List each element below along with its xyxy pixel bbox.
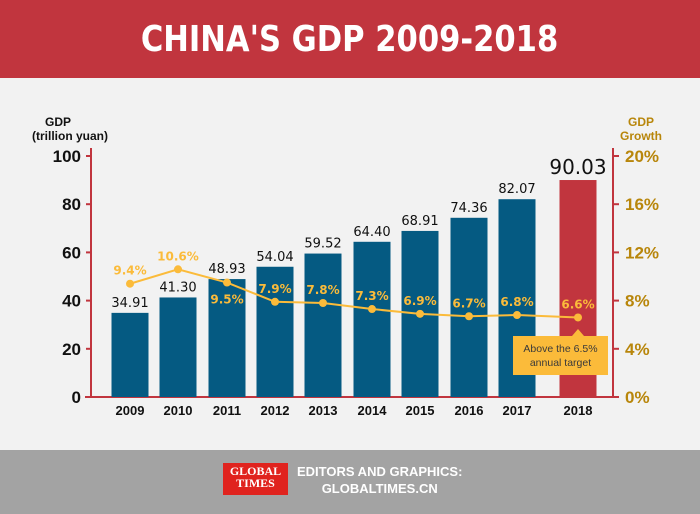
credit-line-1: EDITORS AND GRAPHICS: — [297, 464, 463, 479]
growth-value-label: 6.8% — [500, 295, 533, 309]
growth-point — [416, 309, 424, 318]
header-banner: CHINA'S GDP 2009-2018 — [0, 0, 700, 78]
right-tick-label: 12% — [625, 243, 659, 262]
growth-point — [223, 278, 231, 287]
right-axis-label: Growth — [620, 129, 662, 143]
right-tick-label: 0% — [625, 388, 650, 407]
left-axis-label: (trillion yuan) — [32, 129, 108, 143]
left-tick-label: 100 — [53, 147, 81, 166]
growth-point — [319, 299, 327, 308]
growth-point — [174, 265, 182, 274]
growth-value-label: 7.3% — [355, 289, 388, 303]
gdp-value-label: 34.91 — [111, 296, 148, 311]
x-tick-label: 2011 — [213, 403, 241, 418]
x-tick-label: 2013 — [309, 403, 338, 418]
growth-value-label: 9.5% — [210, 293, 243, 307]
left-tick-label: 80 — [62, 195, 81, 214]
page-title: CHINA'S GDP 2009-2018 — [141, 18, 559, 60]
x-tick-label: 2018 — [564, 403, 593, 418]
left-tick-label: 60 — [62, 243, 81, 262]
growth-value-label: 7.8% — [306, 283, 339, 297]
credit: EDITORS AND GRAPHICS: GLOBALTIMES.CN — [297, 463, 462, 497]
left-axis-label: GDP — [45, 115, 71, 129]
global-times-logo: GLOBAL TIMES — [223, 463, 288, 495]
gdp-value-label: 41.30 — [159, 280, 196, 295]
gdp-bar — [304, 253, 342, 397]
right-tick-label: 4% — [625, 340, 650, 359]
gdp-value-label: 82.07 — [498, 182, 535, 197]
growth-value-label: 10.6% — [157, 249, 199, 263]
annotation-callout: Above the 6.5% annual target — [513, 329, 608, 375]
gdp-bar — [159, 297, 197, 397]
growth-point — [574, 313, 582, 322]
growth-value-label: 7.9% — [258, 282, 291, 296]
gdp-value-label: 54.04 — [256, 250, 293, 265]
growth-value-label: 6.7% — [452, 296, 485, 310]
right-tick-label: 8% — [625, 292, 650, 311]
gdp-bar — [256, 266, 294, 397]
x-tick-label: 2014 — [358, 403, 388, 418]
growth-line — [129, 268, 579, 319]
x-tick-label: 2012 — [261, 403, 290, 418]
gdp-value-label: 74.36 — [450, 201, 487, 216]
footer — [0, 450, 700, 514]
x-tick-label: 2016 — [455, 403, 484, 418]
growth-point — [126, 279, 134, 288]
right-axis-label: GDP — [628, 115, 654, 129]
left-tick-label: 0 — [72, 388, 81, 407]
growth-point — [368, 305, 376, 314]
x-tick-label: 2010 — [164, 403, 193, 418]
gdp-value-label: 59.52 — [304, 237, 341, 252]
x-tick-label: 2017 — [503, 403, 532, 418]
x-tick-label: 2009 — [116, 403, 145, 418]
left-tick-label: 40 — [62, 292, 81, 311]
x-tick-label: 2015 — [406, 403, 435, 418]
right-tick-label: 16% — [625, 195, 659, 214]
gdp-value-label: 90.03 — [549, 155, 606, 179]
growth-point — [271, 297, 279, 306]
credit-line-2: GLOBALTIMES.CN — [321, 481, 438, 496]
gdp-value-label: 48.93 — [208, 262, 245, 277]
gdp-bar — [353, 241, 391, 397]
left-tick-label: 20 — [62, 340, 81, 359]
growth-value-label: 9.4% — [113, 264, 146, 278]
growth-value-label: 6.9% — [403, 294, 436, 308]
growth-point — [465, 312, 473, 321]
gdp-bar — [111, 312, 149, 397]
gdp-bar — [208, 279, 246, 397]
right-tick-label: 20% — [625, 147, 659, 166]
growth-point — [513, 311, 521, 320]
gdp-value-label: 68.91 — [401, 214, 438, 229]
growth-value-label: 6.6% — [561, 297, 594, 311]
gdp-chart: 0204060801000%4%8%12%16%20%GDP(trillion … — [32, 115, 662, 418]
gdp-bar — [450, 217, 488, 397]
gdp-value-label: 64.40 — [353, 225, 390, 240]
